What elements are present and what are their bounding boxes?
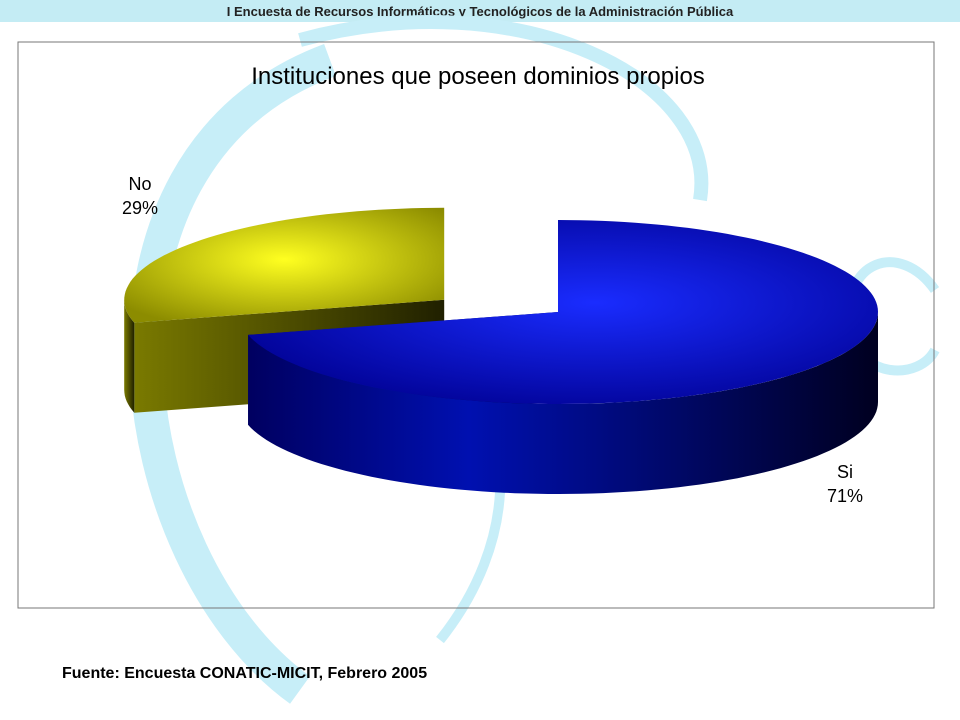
slice-value-label: 29% bbox=[122, 198, 158, 218]
slice-value-label: 71% bbox=[827, 486, 863, 506]
slice-top bbox=[124, 207, 445, 323]
pie: Si 71% No 29% bbox=[122, 174, 879, 506]
header-title: I Encuesta de Recursos Informáticos y Te… bbox=[227, 4, 734, 19]
chart-title: Instituciones que poseen dominios propio… bbox=[251, 63, 705, 90]
header-bar bbox=[0, 0, 960, 22]
slice-category-label: Si bbox=[837, 462, 853, 482]
slice-wall bbox=[248, 312, 879, 494]
slice-wall bbox=[124, 299, 135, 413]
chart-frame bbox=[17, 41, 935, 609]
slice-category-label: No bbox=[128, 174, 151, 194]
slice-top bbox=[248, 220, 879, 404]
pie-slice bbox=[248, 220, 879, 494]
source: Fuente: Encuesta CONATIC-MICIT, Febrero … bbox=[62, 665, 427, 682]
